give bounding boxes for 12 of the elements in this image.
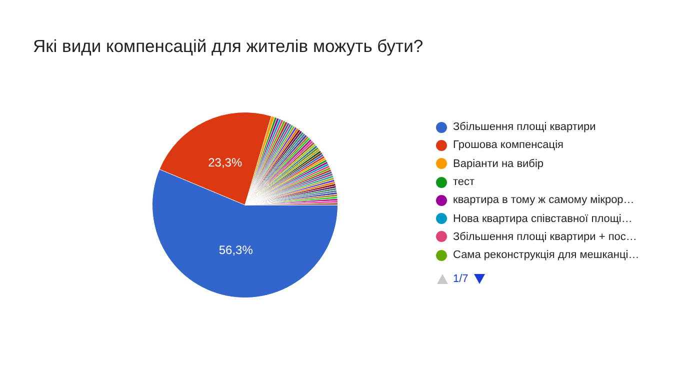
legend-label: Варіанти на вибір — [453, 158, 544, 170]
data-label: 23,3% — [208, 155, 242, 170]
data-label: 56,3% — [218, 242, 254, 257]
legend-label: тест — [453, 176, 475, 188]
legend-label: Сама реконструкція для мешканці… — [453, 249, 640, 262]
chart-title: Які види компенсацій для жителів можуть бути? — [33, 36, 424, 57]
legend-label: квартира в тому ж самому мікрор… — [453, 194, 634, 206]
legend-label: Нова квартира співставної площі… — [453, 212, 632, 225]
text: 1/7 — [453, 273, 468, 285]
legend-label: Збільшення площі квартири + пос… — [453, 230, 637, 243]
legend-label: Збільшення площі квартири — [453, 121, 596, 134]
legend-label: Грошова компенсація — [453, 139, 564, 152]
